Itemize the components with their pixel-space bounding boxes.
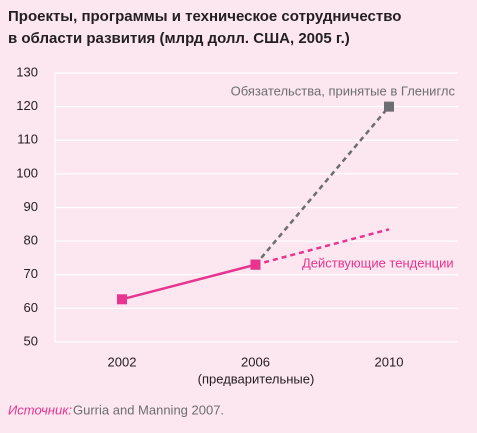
y-tick-label: 50 xyxy=(24,333,38,348)
x-tick-label: 2006 xyxy=(241,354,270,369)
marker xyxy=(384,101,394,112)
y-tick-label: 70 xyxy=(24,266,38,281)
series-label: Действующие тенденции xyxy=(302,255,454,270)
chart-title: в области развития (млрд долл. США, 2005… xyxy=(8,30,350,47)
y-tick-label: 90 xyxy=(24,199,38,214)
series-line xyxy=(254,105,390,266)
series-line xyxy=(121,263,256,301)
y-tick-label: 130 xyxy=(16,64,38,79)
x-tick-label: 2002 xyxy=(108,354,137,369)
y-tick-label: 100 xyxy=(16,165,38,180)
y-tick-label: 60 xyxy=(24,300,38,315)
series-label: Обязательства, принятые в Глениглс xyxy=(231,83,456,98)
x-tick-label: 2010 xyxy=(375,354,404,369)
y-tick-label: 80 xyxy=(24,233,38,248)
marker xyxy=(117,294,127,305)
category-note: (предварительные) xyxy=(198,371,315,386)
source-label: Источник: xyxy=(8,402,72,417)
source-text: Gurria and Manning 2007. xyxy=(73,402,224,417)
y-tick-label: 120 xyxy=(16,98,38,113)
marker xyxy=(250,259,261,270)
y-tick-label: 110 xyxy=(17,132,38,147)
chart-title: Проекты, программы и техническое сотрудн… xyxy=(8,8,401,25)
